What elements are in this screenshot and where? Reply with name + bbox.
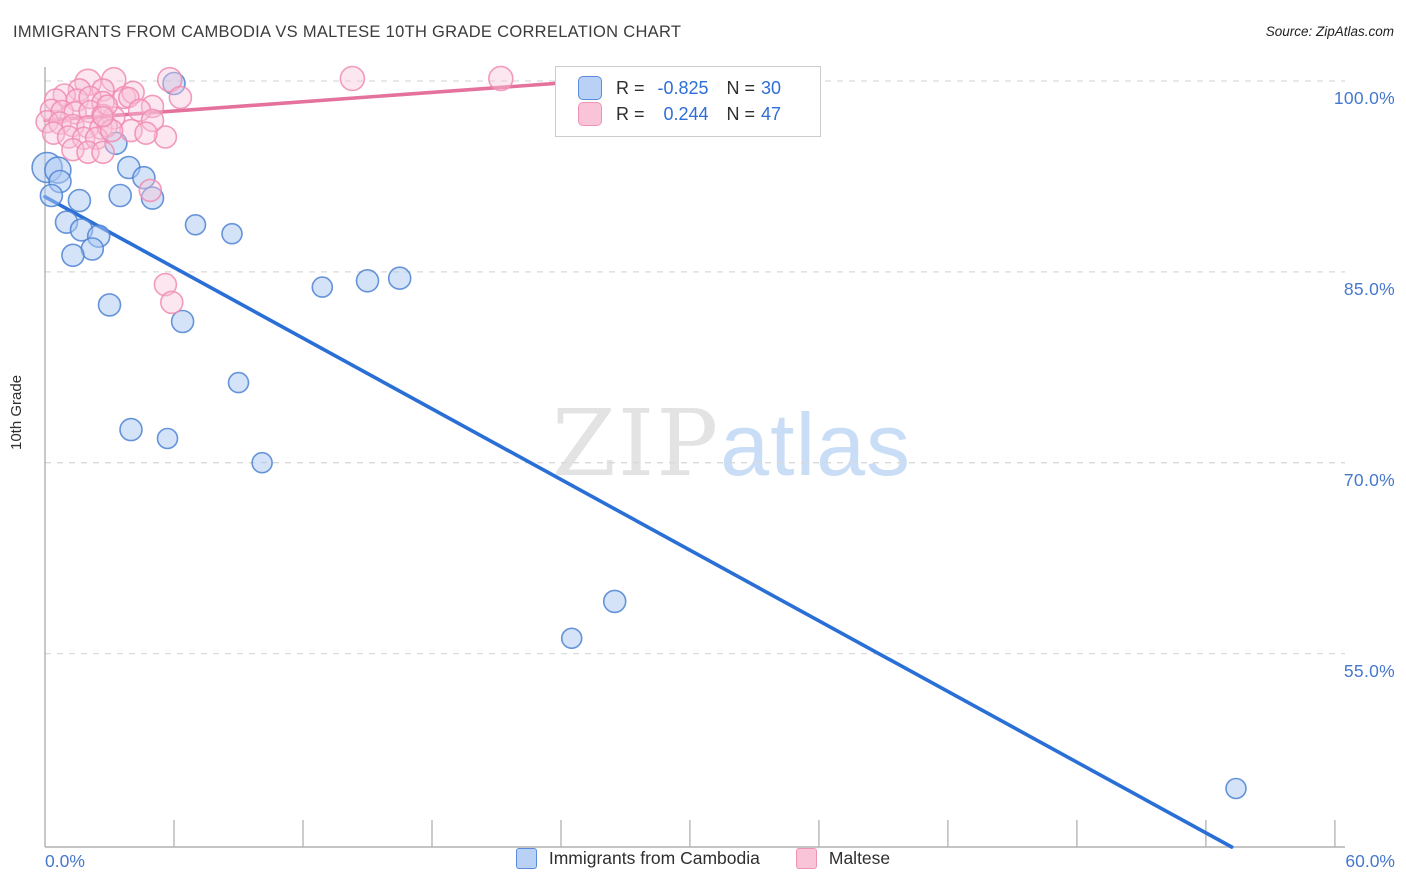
scatter-point-maltese[interactable] bbox=[41, 121, 66, 145]
scatter-point-maltese[interactable] bbox=[487, 65, 514, 92]
r-label: R = bbox=[616, 77, 645, 98]
x-tick-label-min: 0.0% bbox=[45, 851, 85, 871]
watermark-atlas: atlas bbox=[720, 395, 912, 494]
watermark-zip: ZIP bbox=[552, 390, 721, 497]
y-axis-title: 10th Grade bbox=[8, 374, 25, 450]
scatter-point-cambodia[interactable] bbox=[162, 71, 186, 96]
scatter-point-cambodia[interactable] bbox=[61, 243, 85, 268]
stats-legend: R = -0.825 N = 30 R = 0.244 N = 47 bbox=[555, 66, 821, 137]
scatter-point-maltese[interactable] bbox=[99, 118, 124, 143]
scatter-point-cambodia[interactable] bbox=[119, 417, 143, 442]
scatter-point-cambodia[interactable] bbox=[67, 188, 92, 213]
trend-line-cambodia bbox=[43, 195, 1234, 849]
scatter-point-cambodia[interactable] bbox=[387, 266, 412, 291]
scatter-point-maltese[interactable] bbox=[153, 125, 178, 149]
scatter-point-cambodia[interactable] bbox=[97, 293, 122, 317]
r-value: -0.825 bbox=[657, 77, 709, 98]
scatter-point-maltese[interactable] bbox=[96, 94, 119, 116]
scatter-point-maltese[interactable] bbox=[91, 140, 115, 165]
r-label: R = bbox=[616, 103, 645, 124]
scatter-point-cambodia[interactable] bbox=[227, 371, 250, 394]
scatter-point-maltese[interactable] bbox=[134, 121, 158, 145]
stats-row-maltese: R = 0.244 N = 47 bbox=[578, 101, 808, 127]
scatter-point-cambodia[interactable] bbox=[560, 627, 583, 650]
scatter-point-maltese[interactable] bbox=[156, 66, 183, 93]
legend-label: Maltese bbox=[828, 848, 891, 868]
scatter-point-maltese[interactable] bbox=[140, 94, 165, 119]
source-attribution: Source: ZipAtlas.com bbox=[1265, 24, 1394, 39]
maltese-swatch-icon bbox=[578, 102, 602, 126]
legend-item-maltese[interactable]: Maltese bbox=[795, 848, 891, 869]
n-value: 30 bbox=[761, 77, 782, 98]
stats-row-cambodia: R = -0.825 N = 30 bbox=[578, 75, 808, 101]
legend-label: Immigrants from Cambodia bbox=[548, 848, 760, 868]
scatter-point-cambodia[interactable] bbox=[170, 309, 195, 334]
n-label: N = bbox=[726, 103, 756, 124]
y-tick-label-70: 70.0% bbox=[1343, 470, 1395, 490]
scatter-point-maltese[interactable] bbox=[339, 65, 366, 92]
cambodia-swatch-icon bbox=[515, 848, 537, 869]
legend-item-cambodia[interactable]: Immigrants from Cambodia bbox=[515, 848, 760, 869]
scatter-point-cambodia[interactable] bbox=[221, 222, 243, 245]
scatter-point-maltese[interactable] bbox=[35, 109, 59, 134]
scatter-point-maltese[interactable] bbox=[140, 108, 165, 133]
page-title: IMMIGRANTS FROM CAMBODIA VS MALTESE 10TH… bbox=[13, 23, 682, 41]
y-tick-label-55: 55.0% bbox=[1343, 661, 1395, 681]
scatter-point-cambodia[interactable] bbox=[1225, 777, 1247, 800]
scatter-point-cambodia[interactable] bbox=[156, 427, 179, 450]
scatter-point-cambodia[interactable] bbox=[355, 268, 380, 293]
scatter-point-cambodia[interactable] bbox=[602, 589, 627, 614]
n-label: N = bbox=[726, 77, 756, 98]
scatter-point-maltese[interactable] bbox=[160, 290, 184, 315]
scatter-point-cambodia[interactable] bbox=[132, 165, 156, 190]
scatter-point-maltese[interactable] bbox=[138, 178, 163, 203]
scatter-point-cambodia[interactable] bbox=[108, 183, 132, 208]
n-value: 47 bbox=[761, 103, 782, 124]
scatter-point-maltese[interactable] bbox=[92, 105, 114, 128]
scatter-point-cambodia[interactable] bbox=[184, 214, 207, 236]
scatter-point-maltese[interactable] bbox=[153, 272, 178, 297]
y-tick-label-100: 100.0% bbox=[1333, 88, 1395, 108]
scatter-point-maltese[interactable] bbox=[119, 118, 143, 143]
cambodia-swatch-icon bbox=[578, 76, 602, 100]
bottom-legend: Immigrants from Cambodia Maltese bbox=[0, 848, 1406, 869]
watermark: ZIPatlas bbox=[552, 398, 911, 490]
scatter-point-cambodia[interactable] bbox=[39, 183, 64, 208]
maltese-swatch-icon bbox=[795, 848, 817, 869]
scatter-point-cambodia[interactable] bbox=[251, 451, 273, 474]
y-tick-label-85: 85.0% bbox=[1343, 279, 1395, 299]
x-tick-label-max: 60.0% bbox=[1345, 851, 1395, 871]
scatter-point-maltese[interactable] bbox=[61, 137, 85, 162]
r-value: 0.244 bbox=[663, 103, 709, 124]
scatter-point-maltese[interactable] bbox=[168, 85, 193, 110]
scatter-point-maltese[interactable] bbox=[84, 126, 109, 151]
scatter-point-cambodia[interactable] bbox=[311, 276, 334, 298]
